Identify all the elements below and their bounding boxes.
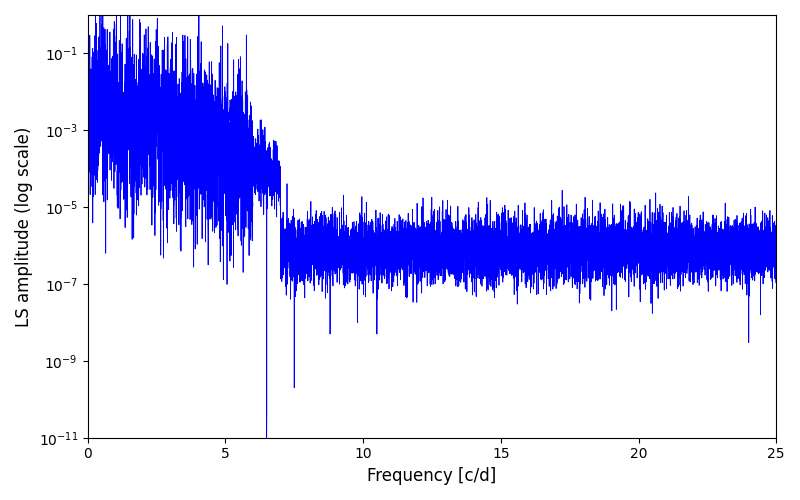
Y-axis label: LS amplitude (log scale): LS amplitude (log scale) [15, 126, 33, 326]
X-axis label: Frequency [c/d]: Frequency [c/d] [367, 467, 497, 485]
